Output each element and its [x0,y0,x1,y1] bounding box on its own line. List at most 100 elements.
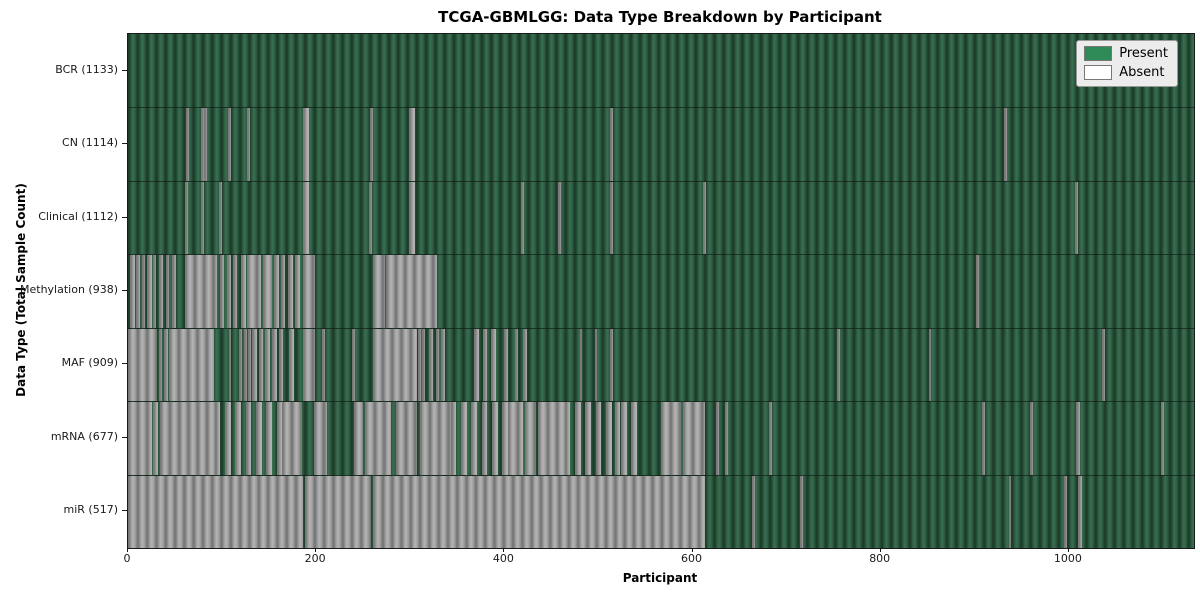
absent-segment [163,328,169,402]
absent-segment [975,255,979,328]
absent-segment [227,108,231,181]
x-tick-mark [1067,548,1069,552]
absent-segment [574,402,581,475]
absent-segment [271,328,277,402]
absent-segment [219,181,223,255]
x-tick-label: 600 [681,552,703,565]
absent-segment [508,402,524,475]
absent-segment [504,328,509,402]
absent-segment [142,255,145,328]
absent-segment [372,475,705,548]
absent-segment [128,402,152,475]
x-tick-mark [315,548,317,552]
absent-segment [1008,475,1012,548]
absent-segment [396,402,417,475]
absent-segment [186,108,190,181]
absent-segment [258,328,264,402]
absent-segment [265,328,271,402]
y-tick-mark [122,363,127,365]
absent-segment [372,255,385,328]
absent-segment [609,328,613,402]
absent-segment [204,108,208,181]
absent-segment [214,402,221,475]
absent-segment [615,402,621,475]
y-tick-mark [122,143,127,145]
absent-segment [353,402,364,475]
absent-segment [303,255,316,328]
absent-segment [153,255,157,328]
absent-segment [224,402,231,475]
absent-segment [185,255,218,328]
absent-segment [631,402,637,475]
absent-segment [243,328,247,402]
absent-segment [579,328,583,402]
legend-label-present: Present [1119,46,1168,61]
absent-segment [1003,108,1007,181]
absent-segment [514,328,519,402]
x-tick-label: 800 [869,552,891,565]
y-tick-mark [122,216,127,218]
absent-segment [435,328,440,402]
absent-segment [471,402,478,475]
absent-segment [1161,402,1164,475]
absent-segment [252,328,257,402]
y-tick-label: miR (517) [63,503,119,517]
absent-segment [605,402,612,475]
absent-segment [594,328,598,402]
absent-segment [595,402,602,475]
absent-segment [372,328,417,402]
x-tick-mark [127,548,128,552]
absent-segment [201,181,205,255]
absent-segment [295,255,301,328]
absent-segment [474,328,479,402]
x-tick-mark [503,548,505,552]
absent-segment [409,181,415,255]
absent-segment [262,255,272,328]
absent-segment [725,402,729,475]
absent-segment [492,402,498,475]
absent-segment [172,255,176,328]
absent-segment [417,328,421,402]
absent-segment [385,255,437,328]
x-axis-label: Participant [622,571,698,585]
absent-segment [564,402,571,475]
absent-segment [369,108,373,181]
absent-segment [928,328,932,402]
absent-segment [1078,475,1083,548]
absent-swatch-icon [1084,65,1113,80]
absent-segment [128,475,303,548]
absent-segment [538,402,566,475]
y-tick-mark [122,290,127,291]
absent-segment [351,328,355,402]
legend-item-absent: Absent [1084,65,1168,80]
absent-segment [1101,328,1105,402]
absent-segment [228,328,232,402]
absent-segment [287,255,293,328]
absent-segment [247,108,251,181]
absent-segment [837,328,841,402]
absent-segment [609,108,613,181]
absent-segment [621,402,627,475]
row-MAF [128,327,1194,402]
absent-segment [557,181,561,255]
absent-segment [450,402,457,475]
absent-segment [276,402,283,475]
absent-segment [282,402,303,475]
absent-segment [248,328,252,402]
absent-segment [153,402,159,475]
absent-segment [304,475,371,548]
y-tick-mark [122,69,127,71]
absent-segment [266,402,272,475]
y-tick-mark [122,436,127,438]
absent-segment [303,181,309,255]
y-tick-label: Methylation (938) [20,283,118,296]
row-mRNA [128,401,1194,475]
absent-segment [429,328,433,402]
absent-segment [246,255,261,328]
absent-segment [303,108,309,181]
absent-segment [702,181,706,255]
y-tick-label: BCR (1133) [55,62,118,76]
x-tick-label: 0 [123,552,131,565]
absent-segment [481,402,488,475]
